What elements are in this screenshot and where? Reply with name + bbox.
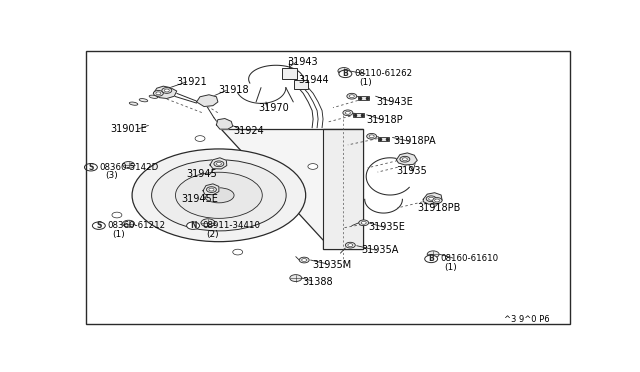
Circle shape — [290, 275, 301, 282]
Circle shape — [339, 70, 352, 78]
Ellipse shape — [129, 102, 138, 105]
Circle shape — [156, 92, 161, 95]
Text: 31943: 31943 — [287, 57, 318, 67]
Text: (1): (1) — [359, 78, 371, 87]
Text: 31935A: 31935A — [362, 245, 399, 255]
Circle shape — [195, 136, 205, 141]
Text: 31935: 31935 — [396, 166, 427, 176]
Circle shape — [348, 244, 353, 247]
Bar — [378, 137, 389, 141]
Text: 31918PB: 31918PB — [417, 203, 461, 214]
Circle shape — [428, 251, 439, 258]
Circle shape — [435, 199, 440, 202]
Bar — [294, 80, 308, 89]
Text: 31935M: 31935M — [312, 260, 351, 270]
Polygon shape — [196, 95, 218, 106]
Text: (2): (2) — [207, 230, 219, 239]
Circle shape — [425, 255, 438, 263]
Circle shape — [338, 68, 350, 74]
Bar — [353, 113, 364, 117]
Text: 31935E: 31935E — [369, 222, 406, 232]
Ellipse shape — [152, 160, 286, 231]
Circle shape — [367, 134, 376, 139]
Circle shape — [216, 162, 221, 165]
Circle shape — [154, 90, 163, 96]
Circle shape — [187, 222, 200, 230]
Polygon shape — [216, 119, 233, 129]
Text: 31388: 31388 — [302, 277, 333, 287]
Circle shape — [214, 161, 224, 167]
Text: 31943E: 31943E — [376, 97, 413, 107]
Text: N: N — [190, 221, 196, 230]
Circle shape — [343, 110, 353, 116]
Circle shape — [346, 111, 350, 114]
Circle shape — [369, 135, 374, 138]
Circle shape — [201, 219, 215, 227]
Ellipse shape — [132, 149, 306, 242]
Circle shape — [347, 93, 356, 99]
Circle shape — [84, 164, 97, 171]
Ellipse shape — [204, 188, 234, 203]
Ellipse shape — [140, 99, 148, 102]
Circle shape — [346, 242, 355, 248]
Circle shape — [426, 196, 436, 202]
Polygon shape — [221, 129, 363, 250]
Polygon shape — [203, 184, 219, 195]
Text: 31945: 31945 — [187, 169, 218, 179]
Text: 08360-5142D: 08360-5142D — [100, 163, 159, 172]
Circle shape — [400, 156, 410, 162]
Text: 08360-61212: 08360-61212 — [108, 221, 166, 230]
Text: S: S — [88, 163, 93, 172]
Text: 31944: 31944 — [298, 74, 329, 84]
Text: 31921: 31921 — [177, 77, 207, 87]
Circle shape — [308, 164, 318, 169]
Polygon shape — [423, 193, 442, 204]
Circle shape — [123, 161, 134, 169]
Ellipse shape — [175, 172, 262, 218]
Text: (1): (1) — [445, 263, 458, 272]
Text: 08110-61262: 08110-61262 — [355, 69, 412, 78]
Bar — [323, 129, 363, 250]
Circle shape — [207, 187, 216, 192]
Text: 31918: 31918 — [218, 86, 248, 96]
Polygon shape — [396, 153, 417, 165]
Polygon shape — [210, 158, 227, 169]
Circle shape — [403, 158, 408, 161]
Text: 31918P: 31918P — [367, 115, 403, 125]
Circle shape — [300, 257, 309, 263]
Text: 08160-61610: 08160-61610 — [440, 254, 498, 263]
Circle shape — [432, 198, 442, 203]
Circle shape — [429, 197, 434, 200]
Ellipse shape — [149, 95, 157, 98]
Circle shape — [359, 220, 369, 226]
Bar — [282, 68, 297, 79]
Text: B: B — [428, 254, 434, 263]
Text: ^3 9^0 P6: ^3 9^0 P6 — [504, 315, 550, 324]
Text: 31945E: 31945E — [182, 194, 218, 204]
Text: S: S — [96, 221, 102, 230]
Text: B: B — [342, 69, 348, 78]
Text: 31924: 31924 — [234, 126, 264, 136]
Text: (3): (3) — [105, 171, 118, 180]
Text: 08911-34410: 08911-34410 — [202, 221, 260, 230]
Circle shape — [92, 222, 106, 230]
Circle shape — [164, 89, 169, 92]
Circle shape — [123, 220, 134, 227]
Text: 31901E: 31901E — [111, 124, 147, 134]
Circle shape — [361, 221, 366, 224]
Circle shape — [162, 87, 172, 93]
Circle shape — [349, 95, 355, 97]
Polygon shape — [154, 86, 177, 99]
Text: 31918PA: 31918PA — [394, 137, 436, 147]
Text: (1): (1) — [113, 230, 125, 239]
Text: 31970: 31970 — [259, 103, 289, 113]
Bar — [358, 96, 369, 100]
Circle shape — [209, 188, 214, 191]
Circle shape — [112, 212, 122, 218]
Circle shape — [233, 249, 243, 255]
Circle shape — [301, 259, 307, 262]
